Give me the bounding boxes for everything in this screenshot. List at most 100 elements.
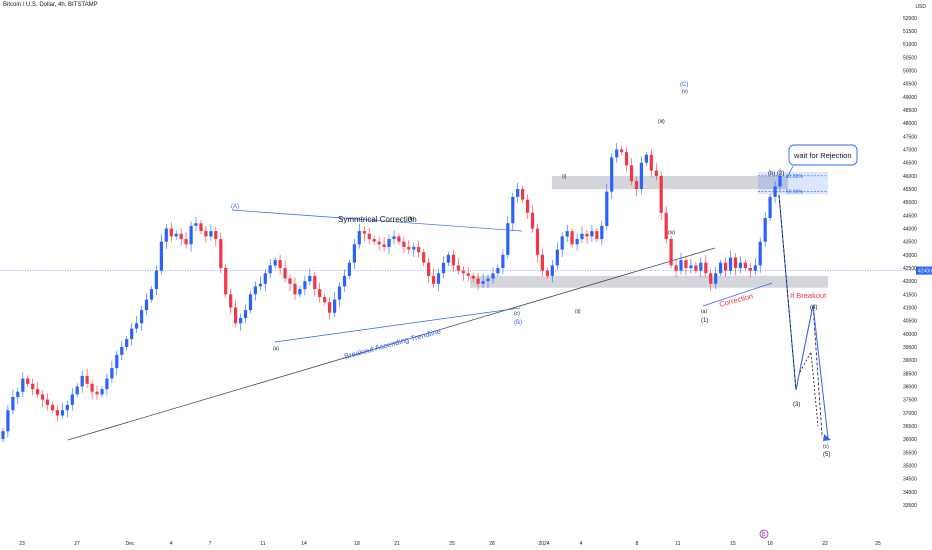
candle-body [70,394,74,405]
candle-body [471,275,475,279]
candle-body [372,239,376,242]
candle-body [6,410,10,432]
correction-label: Correction [718,291,754,309]
candle-body [456,265,460,271]
symmetrical-correction-label: Symmtrical Correction [338,215,417,224]
symmetrical-lower-line [274,307,521,343]
candle-body [268,265,272,274]
wave-label-ii: (ii) [575,309,581,315]
y-tick-label: 36000 [903,437,917,443]
candle-body [684,260,688,268]
candle-body [709,273,713,284]
price-axis[interactable]: 33500 34000 34500 35000 35500 36000 36500 37000… [903,16,917,509]
x-tick-label: 25 [875,541,881,547]
candle-body [605,191,609,226]
y-tick-label: 41500 [903,292,917,298]
wave-label-a-low: (a) [273,346,279,352]
candle-body [243,310,248,318]
candle-body [55,410,59,416]
candle-body [36,389,40,395]
candle-body [65,404,69,411]
y-tick-label: 39500 [903,345,917,351]
x-tick-label: 28 [489,541,495,547]
candle-body [748,268,752,271]
y-tick-label: 35500 [903,450,917,456]
candle-body [392,236,396,239]
candle-body [283,268,287,279]
y-tick-label: 42000 [903,279,917,285]
y-tick-label: 37000 [903,411,917,417]
candle-body [16,391,20,397]
candle-body [45,399,50,405]
candle-body [239,318,243,324]
candle-body [362,231,366,234]
projection-dashed-path [778,194,823,436]
wave-label-c-final: (c) [823,444,829,450]
candle-body [521,189,525,200]
target-arrow-icon [823,434,831,441]
time-axis[interactable]: 23 27 Dec 4 7 11 14 18 21 25 28 2024 4 8 11 15 18 22 25 [19,541,881,547]
candle-body [649,154,653,171]
x-tick-label: 23 [19,541,25,547]
candle-body [639,162,643,189]
candle-body [253,286,257,295]
candle-body [580,233,584,240]
candle-body [654,170,658,176]
candle-body [154,270,158,289]
candle-body [724,262,728,271]
candle-body [674,265,678,271]
wave-label-iii: (iii) [658,119,665,125]
candle-body [159,241,163,271]
candle-body [258,283,262,287]
projection-dashed-zigzag [799,350,819,427]
candle-body [733,257,738,268]
candle-body [21,378,25,392]
candle-body [397,236,401,242]
y-tick-label: 34500 [903,477,917,483]
y-tick-label: 49000 [903,95,917,101]
y-tick-label: 47000 [903,148,917,154]
x-tick-label: 4 [580,541,583,547]
candle-body [130,328,134,340]
candle-body [634,181,639,189]
x-tick-label: 21 [394,541,400,547]
y-tick-label: 43500 [903,240,917,246]
candle-body [570,231,574,245]
candle-body [135,323,139,329]
event-marker-icon[interactable] [759,529,769,539]
if-breakout-label: If Breakout [790,291,827,300]
breakout-trendline-label: Breakout Ascending Trendline [343,326,442,360]
candle-body [60,410,64,416]
candle-body [273,260,277,266]
candle-body [446,254,450,263]
candle-body [565,231,569,237]
candle-body [318,289,322,297]
x-tick-label: 27 [74,541,80,547]
wave-label-i: (i) [562,174,567,180]
candle-body [595,231,599,239]
candle-body [506,223,510,255]
ascending-trendline [67,247,716,441]
candle-body [333,299,337,313]
wave-label-c: (c) [514,311,520,317]
x-tick-label: 7 [209,541,212,547]
candle-body [342,275,347,287]
candle-body [555,249,559,266]
candle-body [263,273,267,284]
candle-body [704,262,708,274]
candle-body [540,254,544,271]
candle-body [743,262,747,268]
x-tick-label: 18 [354,541,360,547]
candle-body [768,196,772,218]
candle-body [75,386,79,395]
y-tick-label: 50500 [903,55,917,61]
candle-body [1,431,5,440]
candle-body [41,394,45,400]
candle-body [441,262,446,274]
y-tick-label: 45000 [903,200,917,206]
candle-body [699,262,703,271]
wait-callout-box [788,144,858,166]
y-tick-label: 48000 [903,121,917,127]
candle-body [367,233,371,240]
